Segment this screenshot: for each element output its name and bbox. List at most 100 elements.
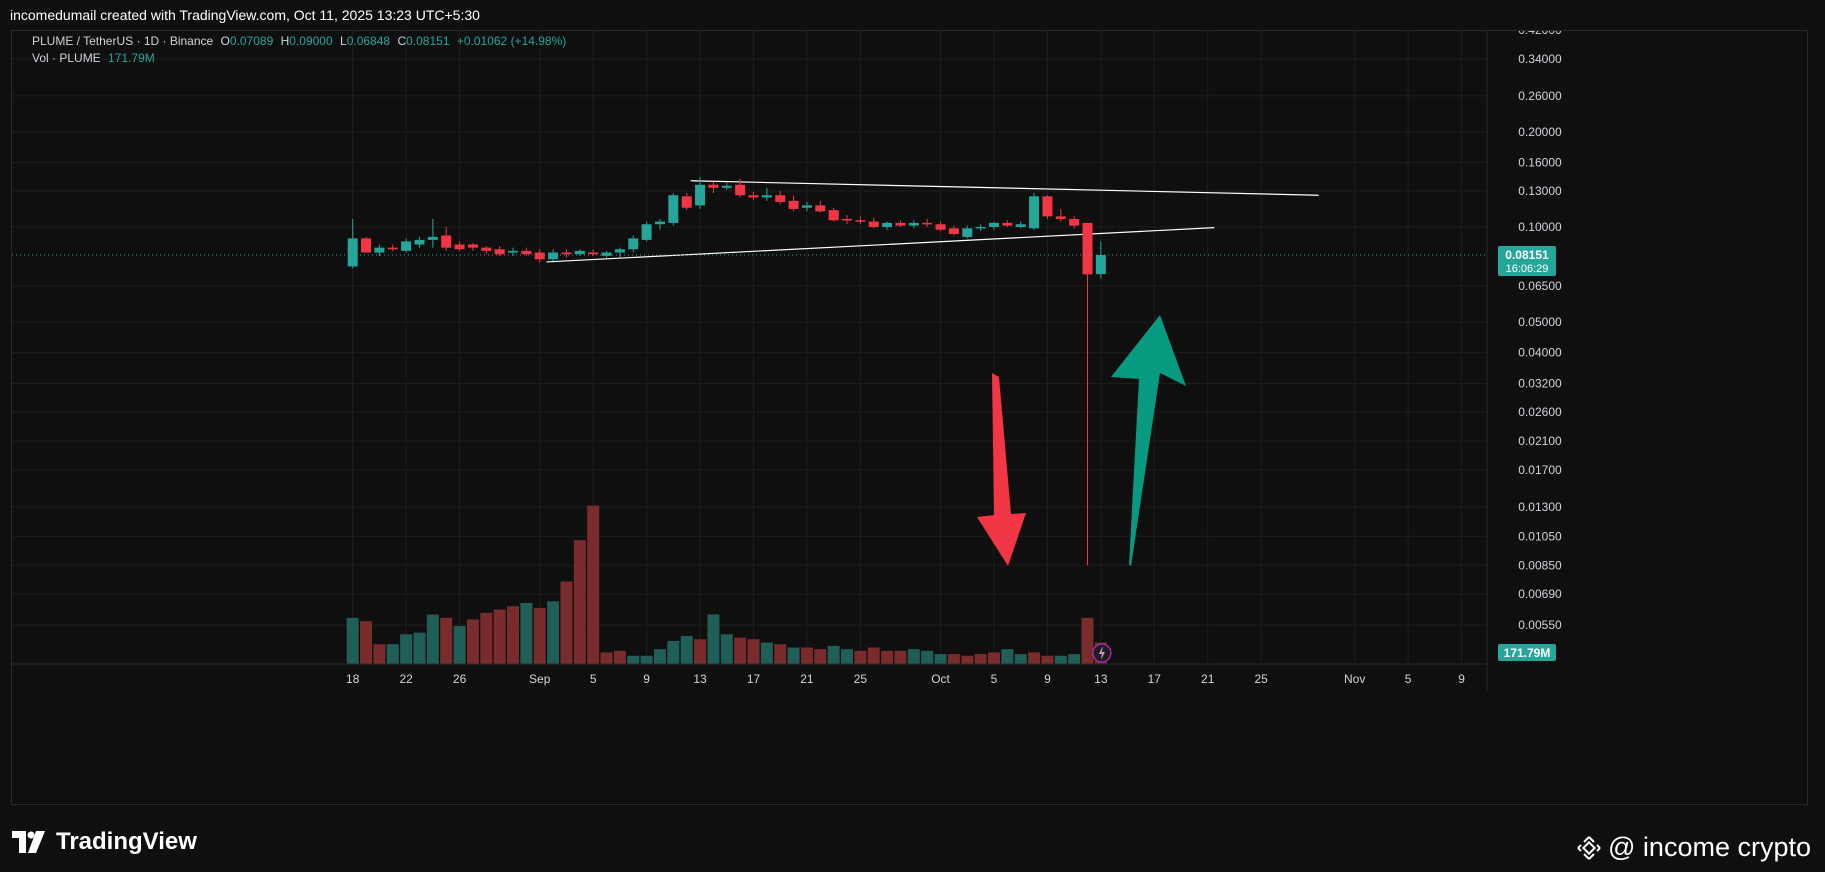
candle-body: [1002, 222, 1013, 226]
candle-body: [1095, 255, 1106, 275]
legend-l-label: L: [340, 34, 347, 48]
y-tick-label: 0.34000: [1518, 52, 1562, 66]
volume-bar: [520, 602, 533, 664]
legend-volume: Vol · PLUME 171.79M: [32, 51, 159, 65]
candlestick-chart[interactable]: 0.42000 0.34000 0.26000 0.20000 0.16000 0.130…: [12, 31, 1809, 806]
volume-bar: [894, 650, 907, 664]
candle-body: [347, 238, 358, 267]
candle-body: [721, 185, 732, 188]
volume-bar: [814, 649, 827, 664]
chart-frame[interactable]: 0.42000 0.34000 0.26000 0.20000 0.16000 0.130…: [11, 30, 1808, 805]
x-tick-label: 21: [1201, 672, 1215, 686]
volume-bar: [587, 505, 600, 664]
y-tick-label: 0.10000: [1518, 220, 1562, 234]
candle-body: [775, 195, 786, 202]
volume-bar: [667, 640, 680, 664]
candle-body: [361, 238, 372, 253]
x-tick-label: Sep: [529, 672, 551, 686]
legend-o-label: O: [220, 34, 230, 48]
volume-bar: [600, 652, 613, 664]
candle-body: [855, 220, 866, 222]
y-tick-label: 0.42000: [1518, 31, 1562, 37]
volume-bar: [373, 644, 386, 664]
candle-body: [1069, 218, 1080, 226]
volume-bar: [640, 655, 653, 664]
x-tick-label: 26: [453, 672, 467, 686]
candle-body: [801, 205, 812, 208]
y-tick-label: 0.13000: [1518, 184, 1562, 198]
volume-bar: [1014, 654, 1027, 664]
volume-bar: [493, 609, 506, 664]
candle-body: [534, 252, 545, 260]
volume-bar: [480, 612, 493, 664]
candle-body: [975, 226, 986, 229]
candle-body: [614, 249, 625, 253]
legend-c-value: 0.08151: [406, 34, 450, 48]
volume-bars: [346, 505, 1107, 664]
volume-bar: [386, 644, 399, 664]
x-tick-label: 5: [991, 672, 998, 686]
candle-body: [454, 244, 465, 250]
watermark-text: @ income crypto: [1608, 832, 1811, 862]
candle-body: [494, 249, 505, 255]
candle-body: [988, 222, 999, 227]
volume-bar: [987, 652, 1000, 664]
candle-body: [467, 244, 478, 248]
candle-body: [815, 205, 826, 212]
y-tick-label: 0.03200: [1518, 376, 1562, 390]
y-tick-label: 0.26000: [1518, 89, 1562, 103]
volume-bar: [466, 619, 479, 664]
y-tick-label: 0.00550: [1518, 618, 1562, 632]
header-credit: incomedumail created with TradingView.co…: [10, 7, 480, 23]
x-tick-label: 17: [747, 672, 761, 686]
y-tick-label: 0.06500: [1518, 279, 1562, 293]
y-axis: 0.42000 0.34000 0.26000 0.20000 0.16000 0.130…: [1518, 31, 1562, 632]
candle-body: [654, 221, 665, 225]
candle-body: [588, 252, 599, 255]
legend-h-label: H: [280, 34, 290, 48]
candle-body: [641, 224, 652, 240]
legend-main: PLUME / TetherUS · 1D · Binance O0.07089…: [32, 34, 570, 48]
candle-body: [948, 228, 959, 234]
volume-bar: [547, 601, 560, 664]
volume-bar: [627, 655, 640, 664]
trendlines: [546, 180, 1319, 263]
x-tick-label: 25: [1255, 672, 1269, 686]
candle-body: [1029, 196, 1040, 229]
legend-vol-label: Vol · PLUME: [32, 51, 101, 65]
candle-body: [868, 221, 879, 227]
candle-body: [695, 184, 706, 206]
y-tick-label: 0.01050: [1518, 529, 1562, 543]
countdown-label: 16:06:29: [1506, 263, 1549, 275]
volume-bar: [573, 540, 586, 664]
up-arrow: [1111, 315, 1186, 566]
candle-body: [401, 241, 412, 251]
legend-h-value: 0.09000: [289, 34, 333, 48]
lightning-icon-bolt: [1098, 646, 1105, 660]
volume-bar: [841, 649, 854, 664]
x-tick-label: 5: [1405, 672, 1412, 686]
candle-body: [561, 252, 572, 255]
candle-body: [748, 195, 759, 198]
candle-body: [788, 200, 799, 209]
volume-bar: [720, 634, 733, 664]
legend-o-value: 0.07089: [229, 34, 274, 48]
x-tick-label: 17: [1148, 672, 1162, 686]
candle-body: [828, 210, 839, 221]
candle-body: [414, 239, 425, 245]
volume-bar: [881, 650, 894, 664]
volume-bar: [707, 614, 720, 664]
volume-bar: [680, 635, 693, 664]
volume-bar: [921, 650, 934, 664]
x-tick-label: 5: [590, 672, 597, 686]
candle-body: [908, 222, 919, 226]
volume-bar: [774, 644, 787, 664]
tradingview-logo[interactable]: TradingView: [12, 828, 197, 856]
y-tick-label: 0.01300: [1518, 500, 1562, 514]
volume-bar: [1068, 654, 1081, 664]
current-price-label: 0.08151: [1505, 248, 1549, 262]
binance-icon: [1577, 835, 1601, 860]
candle-body: [387, 247, 398, 250]
volume-bar: [961, 655, 974, 664]
